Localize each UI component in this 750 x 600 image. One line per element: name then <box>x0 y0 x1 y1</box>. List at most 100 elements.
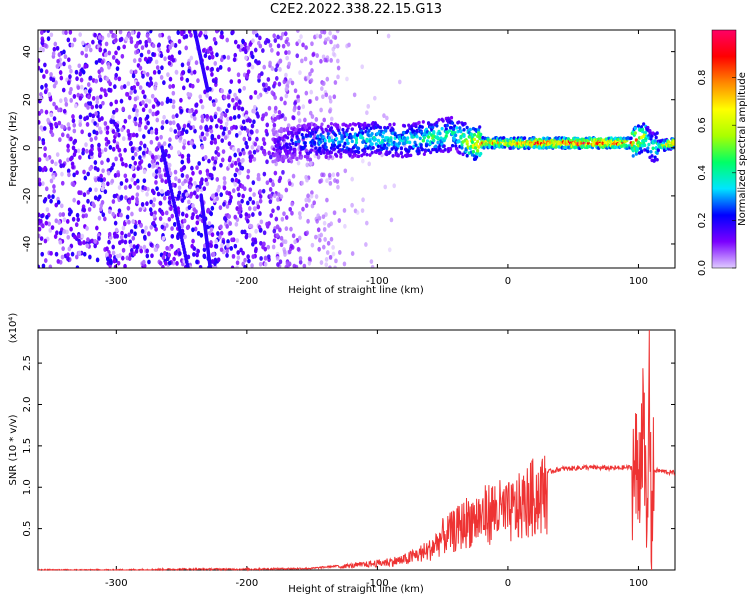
spectrogram-cell <box>267 86 271 92</box>
spectrogram-cell <box>164 179 168 185</box>
spectrogram-ridge-cell <box>340 139 344 143</box>
spectrogram-cell <box>155 136 159 141</box>
spectrogram-cell <box>189 140 194 146</box>
spectrogram-cell <box>200 131 205 137</box>
spectrogram-cell <box>114 227 119 233</box>
spectrogram-cell <box>63 54 68 60</box>
spectrogram-cell <box>246 200 250 206</box>
spectrogram-cell <box>145 253 150 259</box>
spectrogram-cell <box>268 60 272 66</box>
spectrogram-cell <box>54 251 59 257</box>
spectrogram-cell <box>105 246 109 252</box>
spectrogram-cell <box>328 30 332 36</box>
spectrogram-cell <box>265 159 269 165</box>
spectrogram-ridge-cell <box>300 132 304 137</box>
spectrogram-cell <box>73 234 77 240</box>
spectrogram-cell <box>139 52 144 58</box>
spectrogram-cell <box>58 137 62 143</box>
spectrogram-ridge-cell <box>343 141 347 146</box>
spectrogram-cell <box>251 180 256 186</box>
spectrogram-cell <box>386 33 391 39</box>
spectrogram-cell <box>160 189 164 194</box>
spectrogram-ridge-cell <box>667 140 671 144</box>
spectrogram-cell <box>182 138 187 144</box>
spectrogram-cell <box>333 80 338 85</box>
spectrogram-cell <box>148 207 153 213</box>
spectrogram-cell <box>267 150 271 156</box>
spectrogram-cell <box>174 176 178 182</box>
spectrogram-cell <box>261 82 266 88</box>
spectrogram-cell <box>207 158 211 164</box>
spectrogram-ridge-cell <box>350 139 354 144</box>
spectrogram-cell <box>145 248 150 254</box>
spectrogram-cell <box>189 191 194 197</box>
spectrogram-cell <box>290 80 295 86</box>
spectrogram-cell <box>116 60 121 66</box>
spectrogram-cell <box>165 119 169 125</box>
spectrogram-cell <box>256 94 261 100</box>
spectrogram-cell <box>335 30 340 34</box>
spectrogram-cell <box>154 59 159 65</box>
spectrogram-cell <box>225 37 230 43</box>
spectrogram-ridge-cell <box>291 141 295 146</box>
spectrogram-cell <box>183 234 187 240</box>
spectrogram-cell <box>76 200 81 205</box>
spectrogram-cell <box>192 252 196 257</box>
spectrogram-ridge-cell <box>288 150 292 155</box>
spectrogram-cell <box>190 243 194 249</box>
spectrogram-cell <box>59 163 63 169</box>
spectrogram-cell <box>259 256 263 261</box>
spectrogram-cell <box>281 31 285 37</box>
spectrogram-cell <box>250 123 255 129</box>
spectrogram-cell <box>42 198 47 204</box>
spectrogram-cell <box>177 131 181 136</box>
spectrogram-cell <box>93 195 98 201</box>
spectrogram-ridge-cell <box>400 138 405 143</box>
spectrogram-cell <box>141 100 145 105</box>
spectrogram-ridge-cell <box>279 129 283 134</box>
spectrogram-cell <box>298 70 302 76</box>
spectrogram-cell <box>145 33 150 38</box>
spectrogram-cell <box>258 35 262 41</box>
spectrogram-cell <box>145 201 149 207</box>
spectrogram-ridge-cell <box>450 121 455 125</box>
spectrogram-cell <box>44 186 49 192</box>
spectrogram-cell <box>186 61 191 67</box>
spectrogram-cell <box>142 143 147 149</box>
spectrogram-cell <box>208 172 213 178</box>
spectrogram-cell <box>234 221 239 227</box>
spectrogram-ridge-cell <box>423 149 428 153</box>
spectrogram-cell <box>233 52 238 58</box>
colorbar-tick-label: 0.2 <box>697 212 708 228</box>
spectrogram-cell <box>222 176 227 181</box>
spectrogram-cell <box>62 217 67 223</box>
spectrogram-ridge-cell <box>345 138 349 142</box>
spectrogram-cell <box>56 58 60 64</box>
spectrogram-cell <box>129 90 133 95</box>
spectrogram-cell <box>112 109 116 115</box>
spectrogram-cell <box>220 242 224 248</box>
spectrogram-cell <box>138 85 143 91</box>
spectrogram-cell <box>101 168 105 174</box>
spectrogram-cell <box>263 87 268 93</box>
spectrogram-cell <box>210 259 215 264</box>
spectrogram-ridge-cell <box>321 130 325 134</box>
spectrogram-cell <box>94 78 99 84</box>
spectrogram-cell <box>165 256 170 262</box>
spectrogram-cell <box>156 191 161 197</box>
spectrogram-cell <box>43 238 48 244</box>
spectrogram-cell <box>41 263 46 268</box>
spectrogram-cell <box>235 265 239 268</box>
spectrogram-ridge-cell <box>435 120 439 125</box>
spectrogram-cell <box>84 213 89 219</box>
spectrogram-cell <box>298 214 303 220</box>
spectrogram-cell <box>162 80 166 86</box>
spectrogram-ridge-cell <box>655 131 659 135</box>
spectrogram-ridge-cell <box>469 132 473 136</box>
spectrogram-cell <box>209 128 214 134</box>
spectrogram-cell <box>247 206 252 211</box>
spectrogram-cell <box>148 30 153 34</box>
spectrogram-ridge-cell <box>348 123 352 127</box>
spectrogram-cell <box>260 71 264 77</box>
spectrogram-cell <box>135 49 140 55</box>
